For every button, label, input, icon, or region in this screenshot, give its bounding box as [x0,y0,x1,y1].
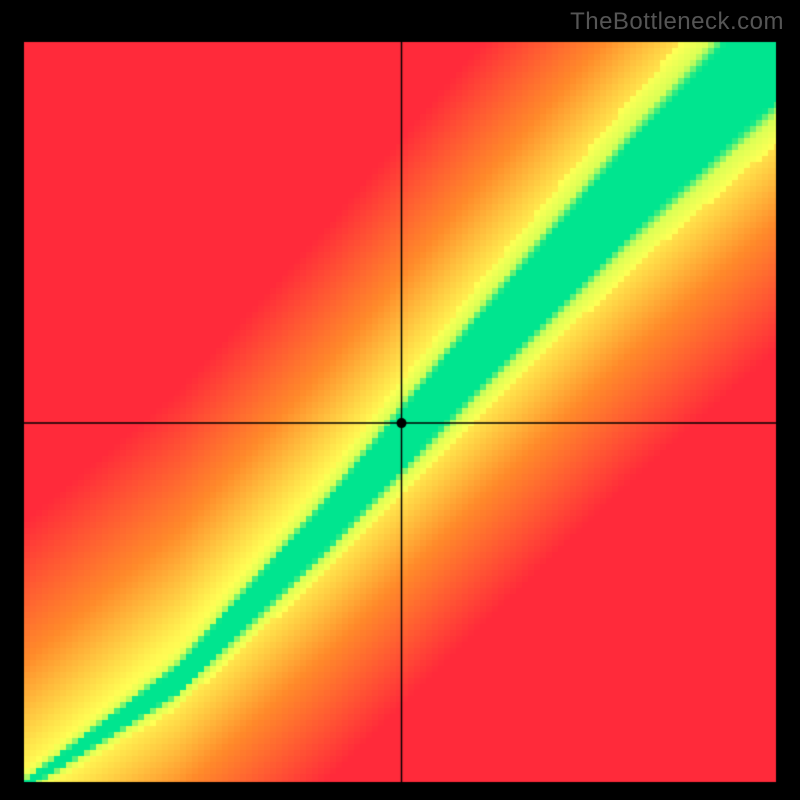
chart-container: TheBottleneck.com [0,0,800,800]
watermark-text: TheBottleneck.com [570,8,784,36]
heatmap-canvas [0,0,800,800]
